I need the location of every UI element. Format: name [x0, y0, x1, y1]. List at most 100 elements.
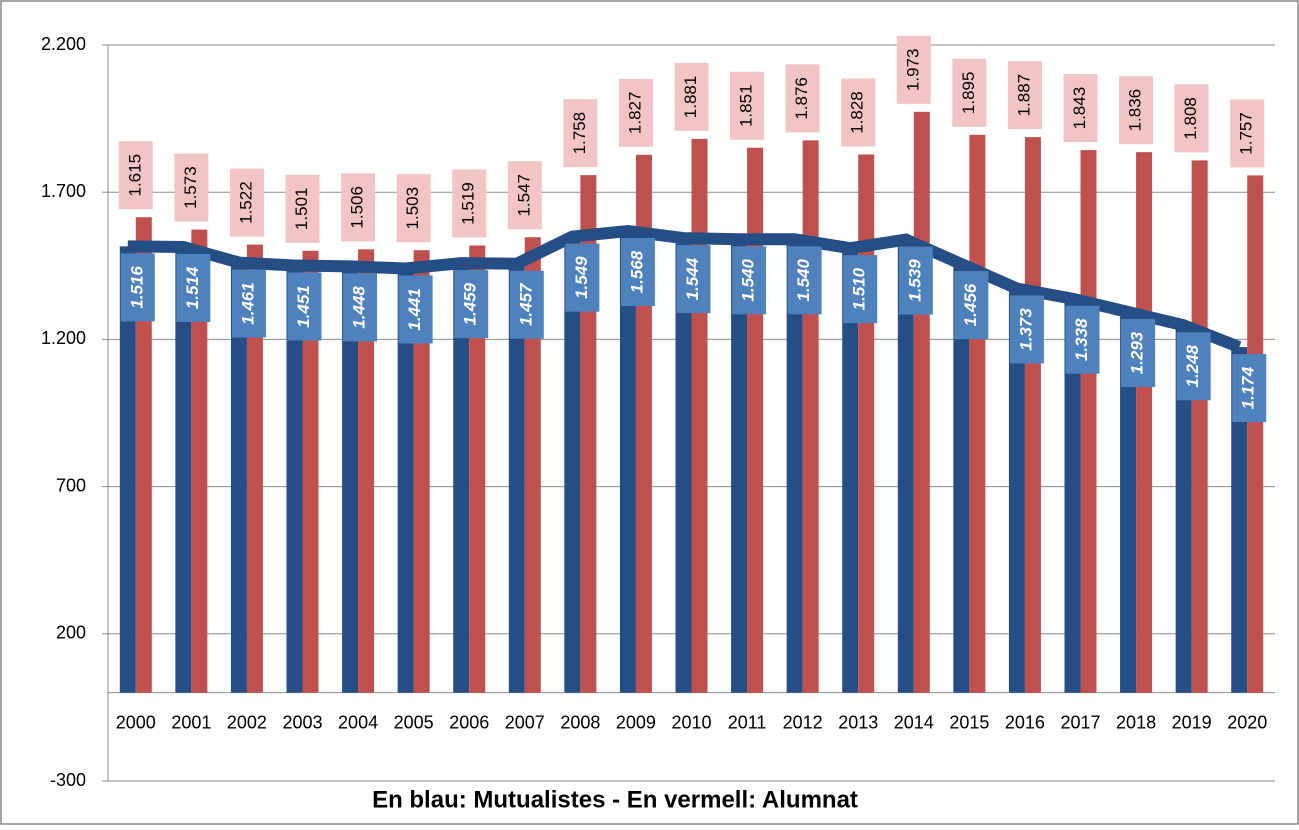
value-label-box	[287, 272, 322, 341]
x-tick-label: 2012	[783, 712, 823, 732]
value-label: 1.549	[572, 256, 591, 299]
bar	[342, 266, 359, 693]
bar	[842, 248, 859, 693]
value-label: 1.461	[238, 282, 257, 325]
bar	[135, 217, 152, 693]
bar	[1191, 160, 1208, 693]
bar	[1136, 152, 1153, 693]
bar	[119, 246, 136, 693]
value-label-box	[176, 253, 211, 322]
x-tick-label: 2019	[1172, 712, 1212, 732]
value-label-box	[618, 78, 653, 147]
bar	[747, 147, 764, 693]
bar	[858, 154, 875, 693]
bar	[191, 229, 208, 693]
value-label-box	[563, 99, 598, 168]
bar	[286, 265, 303, 693]
bar	[897, 239, 914, 693]
value-label: 1.522	[236, 181, 255, 224]
value-label-box	[118, 141, 153, 210]
value-label: 1.758	[570, 112, 589, 155]
x-tick-label: 2010	[671, 712, 711, 732]
value-label-box	[1232, 354, 1267, 423]
y-tick-label: 700	[56, 475, 86, 495]
value-label: 1.510	[850, 267, 869, 310]
bar	[802, 140, 819, 693]
x-tick-label: 2000	[116, 712, 156, 732]
bar	[969, 134, 986, 693]
value-label: 1.441	[405, 288, 424, 331]
value-label: 1.503	[403, 187, 422, 230]
bar	[413, 250, 430, 693]
value-label-box	[620, 238, 655, 307]
bar	[1008, 288, 1025, 693]
bar	[786, 239, 803, 693]
bar	[1175, 325, 1192, 693]
bar	[508, 263, 525, 693]
bar	[302, 250, 319, 693]
value-label: 1.501	[292, 188, 311, 231]
value-label-box	[841, 78, 876, 147]
bar	[564, 236, 581, 693]
value-label: 1.568	[627, 250, 646, 293]
value-label: 1.887	[1014, 74, 1033, 117]
value-label: 1.457	[516, 282, 535, 326]
bar	[453, 263, 470, 693]
bar	[1064, 298, 1081, 693]
x-tick-label: 2007	[505, 712, 545, 732]
value-label-box	[1009, 295, 1044, 364]
x-tick-label: 2008	[560, 712, 600, 732]
value-label-box	[454, 270, 489, 339]
x-tick-label: 2016	[1005, 712, 1045, 732]
value-label-box	[732, 246, 767, 315]
value-label: 1.851	[737, 84, 756, 127]
value-label-box	[843, 255, 878, 324]
bar	[953, 264, 970, 693]
value-label: 1.615	[125, 154, 144, 197]
value-label-box	[509, 270, 544, 339]
value-label: 1.547	[514, 174, 533, 217]
x-tick-label: 2003	[282, 712, 322, 732]
value-label-box	[785, 64, 820, 133]
value-label: 1.448	[350, 286, 369, 329]
bar	[230, 262, 247, 693]
bar	[1231, 347, 1248, 693]
value-label-box	[452, 169, 487, 238]
x-tick-label: 2006	[449, 712, 489, 732]
value-label: 1.540	[739, 258, 758, 301]
x-tick-label: 2015	[949, 712, 989, 732]
value-label: 1.293	[1128, 331, 1147, 374]
value-label: 1.973	[903, 49, 922, 92]
value-label-box	[565, 243, 600, 312]
x-tick-label: 2020	[1227, 712, 1267, 732]
x-tick-label: 2018	[1116, 712, 1156, 732]
value-label-box	[787, 246, 822, 315]
value-label: 1.895	[959, 72, 978, 115]
y-tick-label: 200	[56, 623, 86, 643]
value-label-box	[1065, 305, 1100, 374]
value-label: 1.757	[1237, 112, 1256, 155]
value-label: 1.456	[961, 283, 980, 326]
value-label-box	[343, 273, 378, 342]
value-label-box	[954, 271, 989, 340]
bar	[1080, 150, 1097, 693]
value-label-box	[1007, 61, 1042, 130]
value-label-box	[285, 174, 320, 243]
bar	[731, 239, 748, 693]
value-label-box	[1176, 332, 1211, 401]
value-label-box	[398, 275, 433, 344]
bar	[175, 246, 192, 693]
y-tick-label: 1.700	[41, 181, 86, 201]
value-label: 1.459	[461, 282, 480, 325]
bar	[691, 138, 708, 693]
value-label: 1.451	[294, 285, 313, 328]
value-label-box	[1119, 76, 1154, 145]
value-label: 1.539	[905, 259, 924, 302]
value-label-box	[231, 269, 266, 338]
x-tick-label: 2002	[227, 712, 267, 732]
x-tick-label: 2001	[171, 712, 211, 732]
value-label: 1.827	[625, 92, 644, 135]
x-tick-label: 2017	[1060, 712, 1100, 732]
